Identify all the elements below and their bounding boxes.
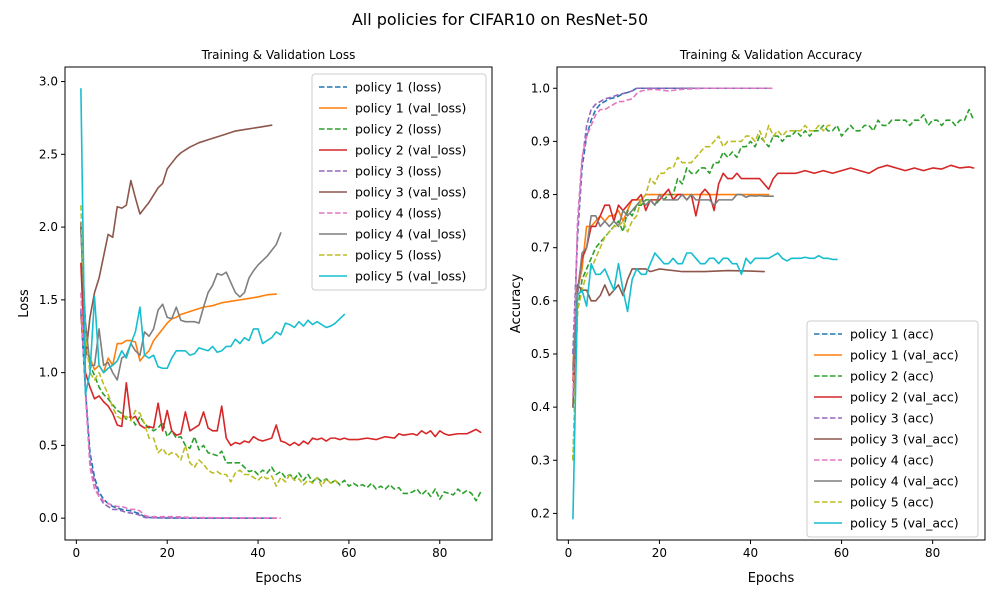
legend-label: policy 4 (acc): [850, 453, 934, 468]
y-tick-label: 2.5: [39, 147, 58, 161]
legend-label: policy 5 (val_acc): [850, 516, 959, 531]
series-line-1: [80, 311, 277, 519]
x-tick-label: 80: [925, 546, 940, 560]
y-tick-label: 1.0: [39, 366, 58, 380]
y-tick-label: 2.0: [39, 220, 58, 234]
legend-label: policy 5 (acc): [850, 495, 934, 510]
legend-label: policy 1 (loss): [355, 80, 442, 95]
chart-title: Training & Validation Accuracy: [679, 48, 862, 62]
series-line-10: [572, 252, 838, 520]
chart-panel-2: Training & Validation Accuracy 0 20 40 60 80 0…: [509, 48, 986, 586]
series-line-9: [80, 205, 341, 487]
legend-box: [806, 320, 979, 538]
x-tick-label: 80: [432, 546, 447, 560]
series-line-4: [80, 262, 482, 447]
x-tick-label: 40: [250, 546, 265, 560]
x-axis-label: Epochs: [255, 571, 302, 586]
legend-label: policy 2 (acc): [850, 369, 934, 384]
y-tick-label: 0.4: [531, 400, 550, 414]
legend-label: policy 1 (acc): [850, 327, 934, 342]
legend-label: policy 3 (val_acc): [850, 432, 959, 447]
y-tick-label: 0.6: [531, 294, 550, 308]
legend-label: policy 1 (val_acc): [850, 348, 959, 363]
legend-label: policy 4 (loss): [355, 206, 442, 221]
chart-panel-1: Training & Validation Loss 0 20 40 60 80 0.0 0.…: [17, 48, 493, 586]
series-line-10: [80, 88, 346, 396]
legend-label: policy 3 (val_loss): [355, 185, 466, 200]
y-tick-label: 0.0: [39, 511, 58, 525]
series-line-2: [80, 293, 278, 374]
series-group: [572, 87, 975, 520]
y-axis-label: Loss: [17, 289, 32, 318]
legend-label: policy 4 (val_loss): [355, 227, 466, 242]
legend-label: policy 4 (val_acc): [850, 474, 959, 489]
series-line-3: [572, 108, 975, 461]
axes-frame: [556, 66, 986, 541]
x-tick-label: 40: [743, 546, 758, 560]
y-tick-label: 0.7: [531, 241, 550, 255]
legend-box: [311, 73, 487, 291]
y-tick-label: 0.5: [531, 347, 550, 361]
y-tick-label: 0.9: [531, 134, 550, 148]
x-axis-label: Epochs: [748, 571, 795, 586]
series-line-7: [80, 292, 281, 519]
legend-label: policy 3 (loss): [355, 164, 442, 179]
legend-label: policy 2 (loss): [355, 122, 442, 137]
y-tick-label: 3.0: [39, 75, 58, 89]
y-tick-label: 0.5: [39, 438, 58, 452]
series-line-2: [572, 193, 770, 366]
figure-suptitle: All policies for CIFAR10 on ResNet-50: [352, 10, 648, 29]
y-tick-label: 1.0: [531, 81, 550, 95]
x-tick-label: 60: [834, 546, 849, 560]
x-tick-label: 0: [565, 546, 573, 560]
y-tick-label: 0.8: [531, 188, 550, 202]
series-line-8: [80, 230, 282, 381]
y-tick-label: 0.2: [531, 506, 550, 520]
series-line-6: [572, 268, 765, 408]
legend-label: policy 5 (loss): [355, 248, 442, 263]
series-line-1: [572, 87, 769, 355]
series-line-9: [572, 124, 833, 461]
y-tick-label: 0.3: [531, 453, 550, 467]
series-line-7: [572, 87, 774, 397]
legend-label: policy 2 (val_loss): [355, 143, 466, 158]
y-axis-label: Accuracy: [509, 274, 524, 334]
legend-label: policy 1 (val_loss): [355, 101, 466, 116]
x-tick-label: 60: [341, 546, 356, 560]
y-tick-label: 1.5: [39, 293, 58, 307]
series-line-5: [572, 87, 769, 355]
series-group: [80, 88, 482, 519]
legend-label: policy 3 (acc): [850, 411, 934, 426]
series-line-5: [80, 308, 277, 519]
legend-label: policy 5 (val_loss): [355, 269, 466, 284]
x-tick-label: 20: [160, 546, 175, 560]
series-line-4: [572, 164, 975, 382]
legend-label: policy 2 (val_acc): [850, 390, 959, 405]
legend: policy 1 (loss) policy 1 (val_loss)policy…: [311, 73, 487, 291]
x-tick-label: 20: [652, 546, 667, 560]
series-line-6: [80, 124, 273, 359]
chart-title: Training & Validation Loss: [201, 48, 356, 62]
series-line-8: [572, 193, 775, 371]
axes-frame: [64, 66, 493, 541]
legend: policy 1 (acc) policy 1 (val_acc)policy 2…: [806, 320, 979, 538]
x-tick-label: 0: [73, 546, 81, 560]
